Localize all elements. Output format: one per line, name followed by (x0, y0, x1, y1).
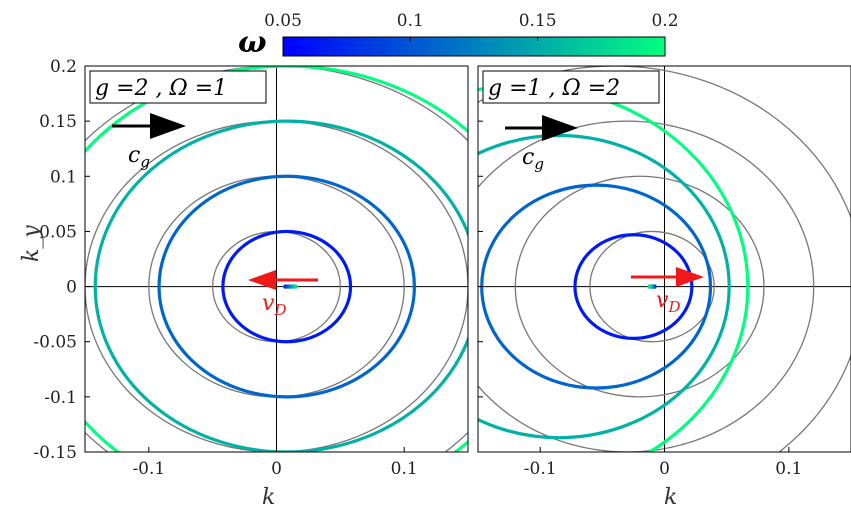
panel-right: -0.1 0 0.1 k g =1 , Ω =2 cg vD (477, 65, 851, 510)
reference-circle (514, 175, 765, 398)
x-axis-label: k (664, 485, 677, 510)
reference-circle (589, 230, 715, 343)
dispersion-contour (478, 133, 731, 440)
panel-label: g =2 , Ω =1 (95, 76, 227, 101)
x-axis-label: k (262, 485, 275, 510)
y-axis-label: k_y (19, 225, 44, 262)
colorbar-tick-label: 0.1 (397, 11, 424, 31)
y-tick-label: 0.2 (50, 57, 77, 77)
group-velocity-arrow (505, 115, 578, 141)
center-point (647, 284, 652, 289)
center-point (293, 284, 298, 289)
contour-layer (85, 66, 468, 452)
x-tick-label: 0 (271, 459, 282, 479)
colorbar: ω 0.05 0.1 0.15 0.2 (238, 11, 679, 60)
panel-label: g =1 , Ω =2 (488, 76, 620, 101)
colorbar-tick-label: 0.05 (264, 11, 302, 31)
drift-velocity-arrow (631, 267, 704, 287)
x-tick-label: 0 (659, 459, 670, 479)
vd-label: vD (656, 288, 680, 316)
x-tick-label: 0.1 (391, 459, 418, 479)
vd-label: vD (262, 291, 286, 319)
colorbar-title: ω (238, 25, 267, 60)
colorbar-tick-label: 0.2 (651, 11, 678, 31)
x-tick-label: -0.1 (524, 459, 557, 479)
cg-label: cg (128, 143, 150, 171)
dispersion-contour (157, 174, 416, 399)
group-velocity-arrow (112, 113, 186, 139)
x-tick-label: -0.1 (132, 459, 165, 479)
reference-circle (478, 120, 815, 452)
panel-label-box (89, 70, 267, 104)
dispersion-contour (221, 229, 353, 344)
y-tick-label: 0.1 (50, 167, 77, 187)
colorbar-ticks: 0.05 0.1 0.15 0.2 (264, 11, 679, 41)
colorbar-tick-label: 0.15 (519, 11, 557, 31)
y-tick-label: -0.05 (33, 333, 77, 353)
y-tick-label: 0.05 (39, 222, 77, 242)
y-tick-label: 0.15 (39, 112, 77, 132)
drift-velocity-arrow (248, 270, 318, 290)
ticks-right: -0.1 0 0.1 (478, 65, 802, 479)
y-tick-label: 0 (66, 278, 77, 298)
ticks-left: -0.1 0 0.1 0.2 0.15 0.1 0.05 0 -0.05 -0.1 -0.15 (33, 57, 417, 479)
dispersion-contour (573, 233, 694, 341)
panel-left: -0.1 0 0.10.20.150.10.050-0.05-0.1-0.15 k … (19, 57, 469, 510)
cg-label: cg (522, 145, 544, 173)
y-tick-label: -0.15 (33, 443, 77, 463)
dispersion-contour (93, 119, 468, 452)
x-tick-label: 0.1 (775, 459, 802, 479)
y-tick-label: -0.1 (44, 388, 77, 408)
colorbar-gradient (282, 36, 666, 57)
panel-label-box (482, 70, 660, 104)
